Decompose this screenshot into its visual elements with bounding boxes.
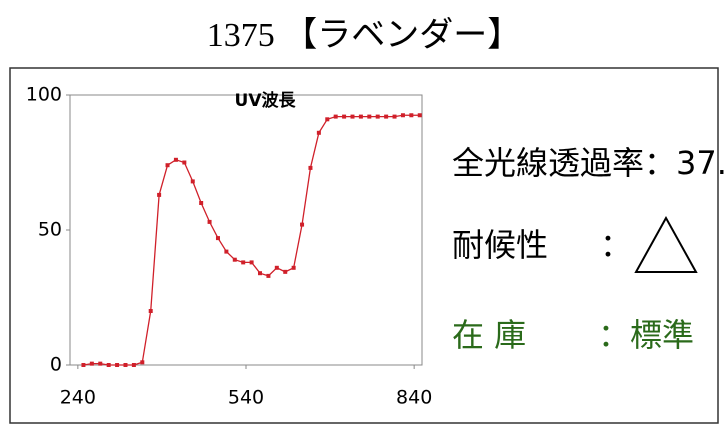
- data-point: [392, 114, 397, 119]
- data-point: [333, 114, 338, 119]
- data-point: [98, 361, 103, 366]
- data-point: [241, 260, 246, 265]
- x-tick-label: 540: [228, 387, 264, 409]
- y-tick-label: 100: [26, 84, 62, 106]
- data-point: [199, 201, 204, 205]
- data-point: [115, 363, 120, 367]
- data-point: [409, 113, 414, 118]
- y-tick-label: 0: [50, 354, 62, 376]
- data-point: [266, 273, 271, 278]
- y-tick-label: 50: [38, 219, 62, 241]
- transmittance: 全光線透過率：37.2%: [452, 144, 728, 182]
- data-point: [224, 249, 229, 254]
- page-title: 1375 【ラベンダー】: [207, 16, 522, 54]
- data-point: [173, 157, 178, 162]
- data-point: [342, 114, 347, 119]
- data-point: [81, 363, 86, 367]
- frame: [9, 67, 719, 424]
- data-point: [215, 236, 220, 241]
- stock-value: ：標準: [598, 316, 694, 354]
- x-tick-label: 840: [396, 387, 432, 409]
- data-point: [325, 117, 330, 122]
- data-point: [89, 361, 94, 366]
- data-point: [283, 269, 288, 274]
- data-point: [417, 113, 422, 118]
- data-point: [400, 113, 405, 118]
- data-point: [308, 165, 313, 170]
- x-tick-label: 240: [60, 387, 96, 409]
- data-point: [207, 219, 212, 224]
- stock-label: 在 庫: [452, 316, 526, 354]
- data-point: [367, 114, 372, 119]
- data-point: [131, 363, 136, 367]
- data-point: [182, 160, 187, 165]
- data-point: [190, 179, 195, 184]
- weather-label: 耐候性: [452, 226, 548, 264]
- data-point: [358, 114, 363, 119]
- data-point: [140, 360, 145, 365]
- data-point: [300, 222, 305, 227]
- data-point: [350, 114, 355, 119]
- plot-area: [69, 94, 423, 366]
- data-point: [123, 363, 128, 367]
- data-point: [232, 257, 237, 262]
- data-point: [148, 309, 153, 313]
- data-point: [316, 130, 321, 135]
- data-point: [165, 163, 170, 168]
- data-point: [375, 114, 380, 119]
- chart-title: UV波長: [235, 90, 297, 111]
- data-point: [258, 271, 263, 276]
- data-point: [106, 363, 111, 367]
- data-point: [384, 114, 389, 119]
- data-line: [83, 114, 420, 366]
- data-point: [274, 265, 279, 270]
- data-point: [291, 265, 296, 270]
- weather-separator: ：: [600, 226, 632, 264]
- data-point: [157, 192, 162, 197]
- data-point: [249, 260, 254, 265]
- weather-symbol: [634, 215, 698, 273]
